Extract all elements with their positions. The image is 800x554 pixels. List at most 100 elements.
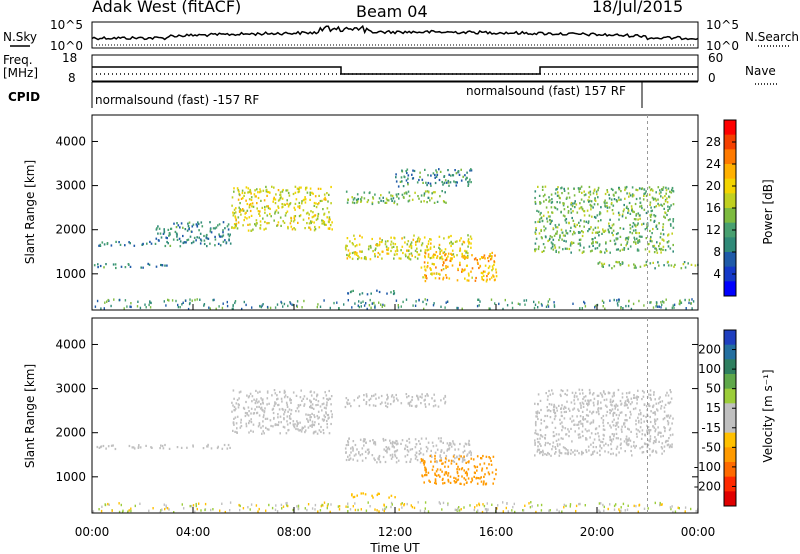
heatmap-cell	[482, 270, 485, 273]
heatmap-cell	[248, 422, 250, 425]
heatmap-cell	[418, 240, 421, 243]
ground-scatter-cell	[545, 305, 548, 308]
heatmap-cell	[590, 200, 593, 203]
heatmap-cell	[308, 222, 311, 225]
heatmap-cell	[554, 414, 557, 417]
heatmap-cell	[641, 446, 643, 449]
heatmap-cell	[298, 201, 301, 205]
heatmap-cell	[456, 240, 458, 243]
heatmap-cell	[597, 394, 600, 397]
heatmap-cell	[669, 218, 671, 221]
heatmap-cell	[449, 442, 451, 445]
heatmap-cell	[302, 218, 305, 221]
heatmap-cell	[607, 444, 610, 447]
heatmap-cell	[654, 430, 656, 433]
heatmap-cell	[639, 265, 642, 268]
heatmap-cell	[537, 403, 539, 406]
heatmap-cell	[277, 205, 279, 208]
heatmap-cell	[578, 409, 580, 412]
heatmap-cell	[570, 251, 572, 254]
heatmap-cell	[663, 215, 665, 218]
heatmap-cell	[352, 458, 354, 461]
heatmap-cell	[534, 454, 536, 457]
heatmap-cell	[625, 442, 628, 445]
heatmap-cell	[311, 216, 314, 219]
heatmap-cell	[351, 257, 354, 260]
heatmap-cell	[169, 233, 171, 236]
ground-scatter-cell	[626, 508, 629, 511]
heatmap-cell	[662, 228, 664, 231]
heatmap-cell	[558, 196, 561, 199]
heatmap-cell	[361, 292, 364, 295]
heatmap-cell	[381, 239, 383, 242]
heatmap-cell	[266, 222, 268, 225]
heatmap-cell	[420, 244, 423, 247]
heatmap-cell	[439, 475, 441, 478]
heatmap-cell	[475, 276, 477, 280]
ground-scatter-cell	[249, 508, 251, 511]
heatmap-cell	[408, 257, 410, 260]
heatmap-cell	[569, 417, 572, 420]
heatmap-cell	[468, 451, 470, 454]
heatmap-cell	[638, 235, 641, 238]
heatmap-cell	[268, 402, 270, 405]
heatmap-cell	[197, 222, 200, 226]
heatmap-cell	[634, 241, 637, 244]
heatmap-cell	[487, 272, 489, 275]
heatmap-cell	[544, 414, 546, 418]
heatmap-cell	[597, 226, 599, 229]
heatmap-cell	[439, 455, 441, 458]
heatmap-cell	[387, 199, 390, 202]
heatmap-cell	[282, 220, 284, 223]
heatmap-cell	[594, 231, 597, 234]
heatmap-cell	[273, 404, 276, 407]
heatmap-cell	[656, 227, 659, 230]
heatmap-cell	[416, 257, 419, 260]
ground-scatter-cell	[657, 305, 659, 308]
heatmap-cell	[666, 241, 669, 244]
heatmap-cell	[670, 204, 672, 207]
heatmap-cell	[558, 404, 560, 407]
heatmap-cell	[298, 190, 301, 193]
heatmap-cell	[608, 225, 611, 228]
heatmap-cell	[581, 401, 584, 404]
heatmap-cell	[347, 198, 349, 202]
heatmap-cell	[538, 245, 540, 248]
ground-scatter-cell	[463, 506, 465, 509]
heatmap-cell	[245, 186, 248, 189]
heatmap-cell	[295, 198, 298, 201]
heatmap-cell	[207, 237, 210, 240]
ground-scatter-cell	[307, 503, 310, 506]
heatmap-cell	[612, 399, 615, 402]
heatmap-cell	[450, 252, 452, 255]
heatmap-cell	[219, 244, 222, 247]
heatmap-cell	[318, 226, 321, 229]
heatmap-cell	[235, 422, 238, 425]
heatmap-cell	[397, 399, 399, 402]
heatmap-cell	[577, 242, 580, 245]
heatmap-cell	[241, 189, 244, 192]
ground-scatter-cell	[124, 299, 127, 302]
heatmap-cell	[372, 439, 374, 442]
heatmap-cell	[368, 404, 371, 407]
heatmap-cell	[358, 452, 360, 455]
heatmap-cell	[624, 419, 626, 422]
heatmap-cell	[615, 428, 617, 431]
heatmap-cell	[407, 240, 410, 243]
heatmap-cell	[571, 391, 574, 394]
heatmap-cell	[620, 402, 623, 405]
heatmap-cell	[263, 411, 266, 414]
heatmap-cell	[664, 195, 666, 198]
heatmap-cell	[470, 181, 472, 184]
heatmap-cell	[485, 482, 488, 485]
heatmap-cell	[635, 444, 637, 448]
heatmap-cell	[549, 410, 552, 413]
heatmap-cell	[482, 483, 485, 486]
heatmap-cell	[292, 420, 295, 423]
heatmap-cell	[277, 413, 279, 416]
heatmap-cell	[574, 423, 576, 426]
heatmap-cell	[258, 405, 260, 408]
heatmap-cell	[602, 428, 605, 431]
heatmap-cell	[284, 203, 286, 206]
heatmap-cell	[262, 420, 264, 423]
